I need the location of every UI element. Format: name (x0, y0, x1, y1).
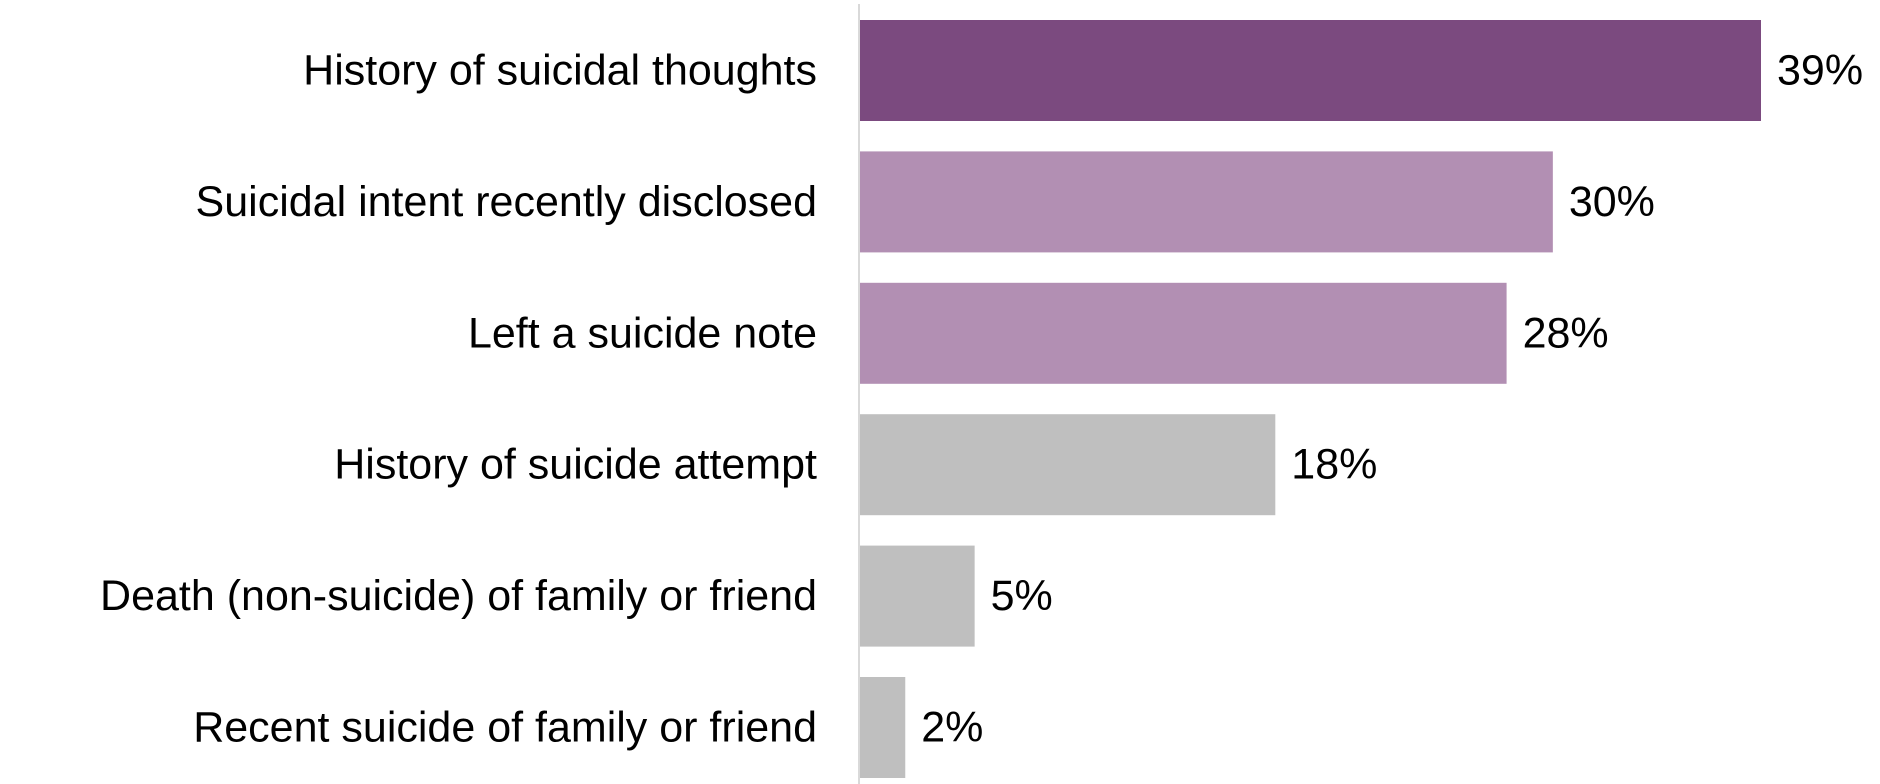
value-label-2: 30% (1569, 178, 1655, 226)
bar-4 (859, 414, 1276, 516)
value-label-6: 2% (921, 704, 983, 752)
category-label-2: Suicidal intent recently disclosed (196, 178, 817, 226)
value-label-3: 28% (1523, 309, 1609, 357)
category-label-5: Death (non-suicide) of family or friend (100, 572, 817, 620)
value-label-5: 5% (991, 572, 1053, 620)
category-label-6: Recent suicide of family or friend (193, 704, 817, 752)
category-label-3: Left a suicide note (468, 309, 817, 357)
value-labels-group: 39% 30% 28% 18% 5% 2% (921, 47, 1863, 752)
bar-1 (859, 20, 1761, 121)
category-label-1: History of suicidal thoughts (303, 47, 817, 95)
category-label-4: History of suicide attempt (334, 441, 817, 489)
value-label-4: 18% (1291, 441, 1377, 489)
bar-2 (859, 151, 1553, 253)
bar-6 (859, 677, 906, 778)
bars-group (859, 20, 1761, 778)
category-labels-group: History of suicidal thoughts Suicidal int… (100, 47, 817, 752)
value-label-1: 39% (1777, 47, 1863, 95)
bar-3 (859, 282, 1507, 384)
bar-5 (859, 545, 975, 647)
